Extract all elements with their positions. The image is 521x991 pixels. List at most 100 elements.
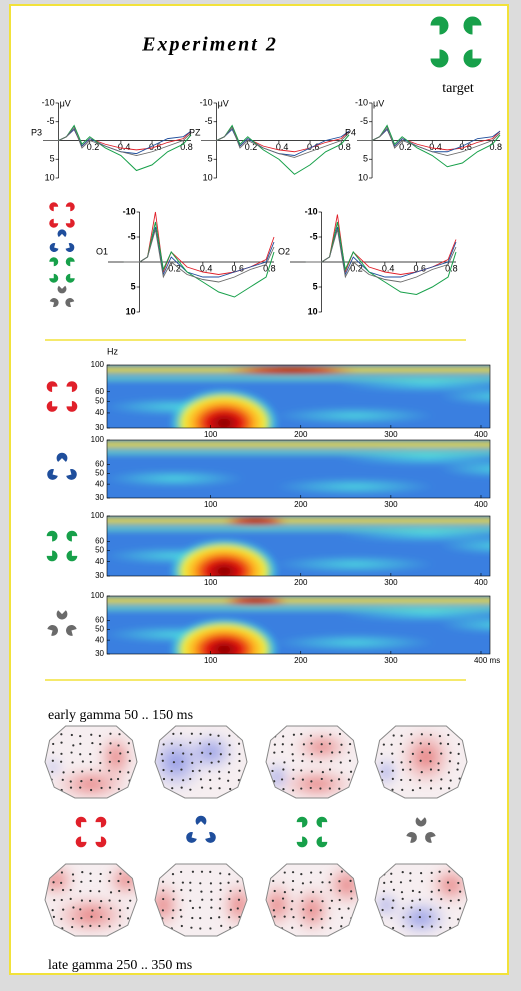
electrode [321,926,323,928]
y-tick-label: 60 [95,616,104,625]
topo-blob [98,732,134,782]
electrode [328,881,330,883]
electrode [400,779,402,781]
electrode [219,898,221,900]
electrode [61,899,63,901]
electrode [402,871,404,873]
electrode [450,900,452,902]
electrode [310,787,312,789]
channel-label: PZ [189,127,201,137]
electrode [447,881,449,883]
electrode [391,789,393,791]
electrode [310,780,312,782]
electrode [60,882,62,884]
electrode [239,890,241,892]
y-tick-label: -5 [205,116,213,126]
electrode [419,899,421,901]
electrode [110,778,112,780]
electrode [349,760,351,762]
topo-blob [398,727,454,787]
title: Experiment 2 [141,34,278,56]
gamma-band-edge [97,450,500,455]
electrode [338,908,340,910]
x-tick-label: 200 [294,578,308,587]
electrode [129,760,131,762]
electrode [271,770,273,772]
electrode [91,909,93,911]
electrode [457,762,459,764]
electrode [429,752,431,754]
electrode [330,889,332,891]
electrode [217,735,219,737]
electrode [172,890,174,892]
electrode [200,761,202,763]
electrode [189,900,191,902]
electrode [458,743,460,745]
electrode [329,917,331,919]
y-tick-label: -5 [128,231,136,241]
electrode [340,761,342,763]
electrode [283,761,285,763]
electrode [119,752,121,754]
gamma-band [97,597,500,604]
electrode [201,786,203,788]
electrode [172,909,174,911]
electrode [228,916,230,918]
electrode [391,907,393,909]
patch [275,634,435,652]
electrode [329,927,331,929]
electrode [440,778,442,780]
electrode [448,917,450,919]
electrode [52,881,54,883]
electrode [181,786,183,788]
electrode [292,889,294,891]
electrode [90,761,92,763]
y-tick-label: -10 [355,97,368,107]
electrode [52,743,54,745]
electrode [162,769,164,771]
electrode [127,751,129,753]
gamma-band-edge [97,526,500,531]
electrode [192,770,194,772]
electrode [200,733,202,735]
y-tick-label: 10 [126,306,136,316]
electrode [127,917,129,919]
electrode [98,780,100,782]
x-tick-label: 0.4 [118,142,131,152]
electrode [448,889,450,891]
electrode [119,909,121,911]
electrode [182,881,184,883]
electrode [319,787,321,789]
electrode [380,753,382,755]
electrode [99,907,101,909]
electrode [292,789,294,791]
electrode [273,909,275,911]
y-tick-label: -5 [310,231,318,241]
electrode [410,733,412,735]
electrode [51,889,53,891]
electrode [117,778,119,780]
electrode [171,787,173,789]
y-tick-label: 40 [95,635,104,644]
electrode [52,751,54,753]
electrode [191,733,193,735]
electrode [129,900,131,902]
electrode [90,789,92,791]
y-tick-label: 5 [363,154,368,164]
electrode [459,907,461,909]
electrode [119,771,121,773]
electrode [118,890,120,892]
electrode [431,891,433,893]
electrode [401,789,403,791]
electrode [71,734,73,736]
electrode [273,915,275,917]
electrode [219,889,221,891]
electrode [339,751,341,753]
electrode [339,733,341,735]
electrode [228,735,230,737]
electrode [438,889,440,891]
electrode [99,743,101,745]
electrode [60,733,62,735]
electrode [60,742,62,744]
electrode [430,734,432,736]
